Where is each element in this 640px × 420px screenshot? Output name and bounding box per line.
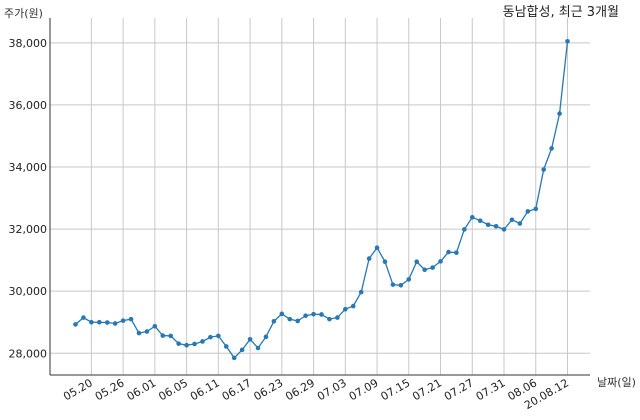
- data-point: [176, 341, 181, 346]
- x-tick-label: 07.03: [315, 376, 349, 403]
- data-point: [430, 265, 435, 270]
- data-point: [271, 318, 277, 324]
- data-point: [208, 334, 213, 340]
- series-line: [75, 41, 569, 359]
- data-point: [390, 282, 396, 287]
- x-tick-label: 05.26: [93, 376, 127, 403]
- x-tick-label: 06.01: [125, 376, 159, 403]
- data-point: [295, 318, 300, 324]
- data-points: [73, 38, 570, 361]
- data-point: [469, 215, 475, 220]
- chart-title: 동남합성, 최근 3개월: [503, 5, 619, 20]
- data-point: [493, 224, 499, 229]
- data-point: [136, 330, 142, 336]
- data-point: [112, 321, 118, 326]
- data-point: [422, 267, 427, 273]
- x-axis-title: 날짜(일): [597, 375, 636, 389]
- x-tick-label: 06.23: [252, 376, 286, 403]
- data-point: [343, 306, 348, 312]
- data-point: [335, 315, 340, 320]
- y-tick-label: 38,000: [9, 37, 48, 50]
- data-point: [446, 249, 451, 255]
- data-point: [319, 312, 324, 317]
- data-point: [81, 315, 86, 320]
- data-point: [263, 334, 269, 340]
- data-point: [366, 256, 372, 261]
- x-tick-labels: 05.2005.2606.0106.0506.1106.1706.2306.29…: [61, 376, 571, 412]
- data-point: [120, 318, 126, 323]
- data-point: [533, 206, 539, 212]
- data-point: [565, 38, 570, 44]
- x-tick-label: 06.05: [156, 376, 190, 403]
- data-point: [144, 329, 150, 334]
- data-point: [398, 282, 404, 288]
- data-point: [311, 311, 316, 317]
- grid: [50, 18, 590, 375]
- data-point: [128, 316, 134, 322]
- data-point: [184, 342, 189, 348]
- x-tick-label: 07.09: [347, 376, 381, 403]
- data-point: [509, 217, 515, 223]
- data-point: [327, 316, 332, 322]
- x-tick-label: 06.29: [283, 376, 317, 403]
- data-point: [255, 345, 261, 351]
- data-point: [549, 146, 554, 151]
- y-tick-label: 34,000: [9, 161, 48, 174]
- data-point: [358, 289, 364, 295]
- y-tick-labels: 28,000 30,000 32,000 34,000 36,000 38,000: [9, 37, 48, 360]
- data-point: [223, 344, 229, 349]
- y-tick-label: 32,000: [9, 223, 48, 236]
- y-tick-label: 36,000: [9, 99, 48, 112]
- y-tick-label: 30,000: [9, 285, 48, 298]
- data-point: [73, 322, 78, 327]
- data-point: [192, 341, 197, 347]
- data-point: [97, 319, 102, 325]
- data-point: [350, 303, 356, 309]
- x-tick-label: 07.31: [474, 376, 508, 403]
- data-point: [279, 311, 285, 317]
- data-point: [89, 319, 94, 325]
- data-point: [216, 333, 221, 339]
- data-point: [477, 218, 483, 224]
- x-tick-label: 06.17: [220, 376, 254, 403]
- data-point: [247, 337, 253, 342]
- data-point: [200, 339, 205, 344]
- data-point: [557, 111, 562, 116]
- y-tick-label: 28,000: [9, 347, 48, 360]
- data-point: [454, 250, 459, 255]
- data-point: [152, 323, 158, 329]
- y-axis-title: 주가(원): [4, 7, 43, 20]
- data-point: [541, 167, 546, 172]
- data-point: [104, 320, 110, 325]
- data-point: [485, 222, 491, 228]
- x-tick-label: 05.20: [61, 376, 95, 403]
- data-point: [160, 333, 166, 338]
- data-point: [525, 209, 531, 214]
- data-point: [239, 347, 245, 353]
- x-tick-label: 06.11: [188, 376, 222, 403]
- data-point: [287, 316, 293, 322]
- data-point: [303, 313, 308, 319]
- data-point: [517, 221, 523, 226]
- data-point: [501, 227, 507, 232]
- x-tick-label: 07.27: [442, 376, 476, 403]
- data-point: [374, 245, 380, 251]
- data-point: [168, 333, 174, 339]
- x-tick-label: 07.21: [410, 376, 444, 403]
- axes: [49, 18, 590, 376]
- data-point: [438, 259, 443, 264]
- data-point: [406, 277, 412, 282]
- data-point: [382, 259, 388, 264]
- data-point: [462, 227, 467, 232]
- x-tick-label: 07.15: [379, 376, 413, 403]
- data-point: [231, 355, 237, 361]
- data-point: [414, 259, 420, 264]
